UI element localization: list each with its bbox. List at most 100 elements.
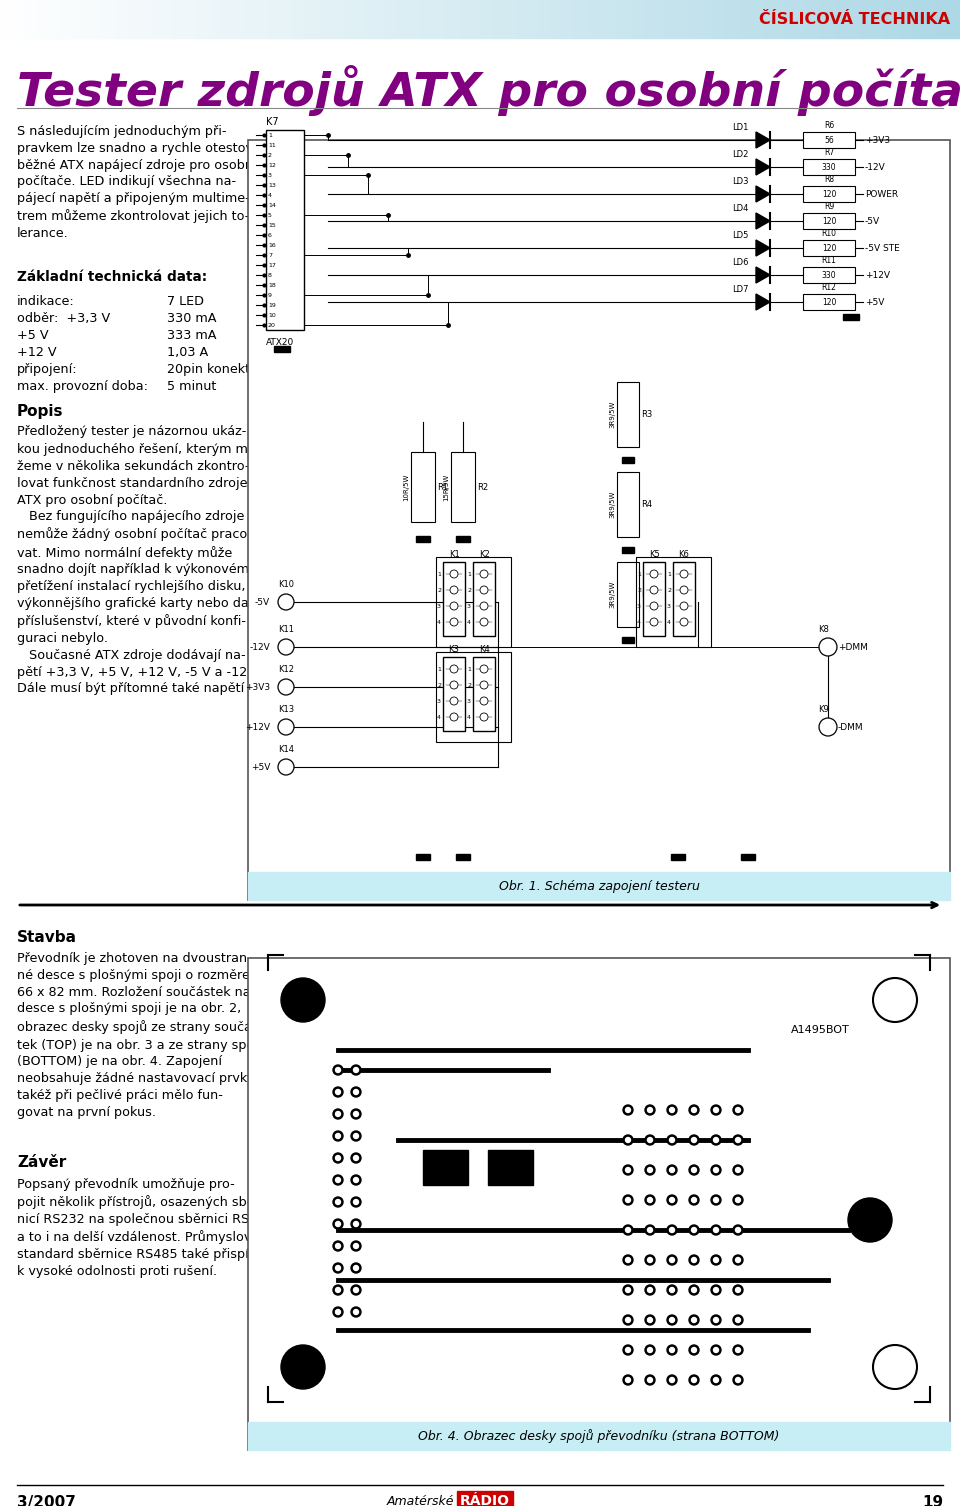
Bar bbox=[617, 562, 639, 626]
Bar bbox=[191, 0, 192, 38]
Bar bbox=[2, 0, 3, 38]
Bar bbox=[349, 0, 350, 38]
Text: 1: 1 bbox=[468, 571, 471, 577]
Bar bbox=[722, 0, 723, 38]
Text: 3: 3 bbox=[637, 604, 641, 608]
Circle shape bbox=[353, 1221, 358, 1226]
Text: RÁDIO: RÁDIO bbox=[460, 1494, 510, 1506]
Circle shape bbox=[333, 1285, 343, 1295]
Bar bbox=[910, 0, 911, 38]
Circle shape bbox=[623, 1285, 633, 1295]
Bar bbox=[743, 0, 744, 38]
Bar bbox=[283, 0, 284, 38]
Bar bbox=[914, 0, 915, 38]
Bar bbox=[202, 0, 203, 38]
Text: K3: K3 bbox=[448, 645, 460, 654]
Bar bbox=[506, 0, 507, 38]
Bar bbox=[218, 0, 219, 38]
Bar bbox=[17, 0, 18, 38]
Circle shape bbox=[689, 1136, 699, 1145]
Bar bbox=[805, 0, 806, 38]
Text: +3V3: +3V3 bbox=[245, 682, 270, 691]
Bar bbox=[374, 0, 375, 38]
Bar bbox=[516, 0, 517, 38]
Bar bbox=[146, 0, 147, 38]
Text: 19: 19 bbox=[922, 1495, 943, 1506]
Circle shape bbox=[650, 569, 658, 578]
Text: LD2: LD2 bbox=[732, 151, 748, 160]
Text: -5V STE: -5V STE bbox=[865, 244, 900, 253]
Bar bbox=[368, 0, 369, 38]
Bar bbox=[546, 0, 547, 38]
Bar bbox=[401, 0, 402, 38]
Text: 5: 5 bbox=[268, 212, 272, 217]
Bar bbox=[911, 0, 912, 38]
Bar bbox=[172, 0, 173, 38]
Bar bbox=[776, 0, 777, 38]
Bar bbox=[122, 0, 123, 38]
Bar bbox=[153, 0, 154, 38]
Bar bbox=[820, 0, 821, 38]
Bar bbox=[750, 0, 751, 38]
Text: 333 mA: 333 mA bbox=[167, 328, 217, 342]
Bar bbox=[953, 0, 954, 38]
Bar bbox=[923, 0, 924, 38]
Bar bbox=[654, 0, 655, 38]
Circle shape bbox=[335, 1178, 341, 1182]
Bar bbox=[337, 0, 338, 38]
Bar bbox=[836, 0, 837, 38]
Bar bbox=[135, 0, 136, 38]
Circle shape bbox=[278, 593, 294, 610]
Text: Obr. 1. Schéma zapojení testeru: Obr. 1. Schéma zapojení testeru bbox=[498, 880, 700, 893]
Bar bbox=[194, 0, 195, 38]
Bar bbox=[43, 0, 44, 38]
Bar bbox=[133, 0, 134, 38]
Bar bbox=[10, 0, 11, 38]
Bar bbox=[330, 0, 331, 38]
Bar bbox=[769, 0, 770, 38]
Bar bbox=[44, 0, 45, 38]
Bar bbox=[842, 0, 843, 38]
Bar bbox=[771, 0, 772, 38]
Circle shape bbox=[333, 1087, 343, 1096]
Bar bbox=[15, 0, 16, 38]
Bar bbox=[571, 0, 572, 38]
Bar bbox=[219, 0, 220, 38]
Bar bbox=[637, 0, 638, 38]
Text: 7 LED: 7 LED bbox=[167, 295, 204, 309]
Text: K8: K8 bbox=[818, 625, 828, 634]
Bar bbox=[104, 0, 105, 38]
Bar bbox=[678, 0, 679, 38]
Bar bbox=[838, 0, 839, 38]
Circle shape bbox=[333, 1307, 343, 1318]
Text: Předložený tester je názornou ukáz-
kou jednoduchého řešení, kterým mů-
žeme v n: Předložený tester je názornou ukáz- kou … bbox=[17, 425, 278, 696]
Bar bbox=[34, 0, 35, 38]
Bar bbox=[627, 0, 628, 38]
Circle shape bbox=[480, 681, 488, 690]
Bar bbox=[880, 0, 881, 38]
Bar bbox=[555, 0, 556, 38]
Bar bbox=[45, 0, 46, 38]
Bar bbox=[472, 0, 473, 38]
Bar bbox=[292, 0, 293, 38]
Bar bbox=[631, 0, 632, 38]
Bar bbox=[605, 0, 606, 38]
Bar bbox=[793, 0, 794, 38]
Bar bbox=[665, 0, 666, 38]
Bar bbox=[265, 0, 266, 38]
Bar bbox=[62, 0, 63, 38]
Bar bbox=[924, 0, 925, 38]
Text: LD6: LD6 bbox=[732, 258, 748, 267]
Bar bbox=[116, 0, 117, 38]
Text: 17: 17 bbox=[268, 262, 276, 268]
Bar bbox=[586, 0, 587, 38]
Bar bbox=[938, 0, 939, 38]
Bar bbox=[422, 0, 423, 38]
Bar bbox=[197, 0, 198, 38]
Bar bbox=[809, 0, 810, 38]
Bar bbox=[182, 0, 183, 38]
Bar bbox=[348, 0, 349, 38]
Bar bbox=[596, 0, 597, 38]
Bar bbox=[77, 0, 78, 38]
Bar bbox=[897, 0, 898, 38]
